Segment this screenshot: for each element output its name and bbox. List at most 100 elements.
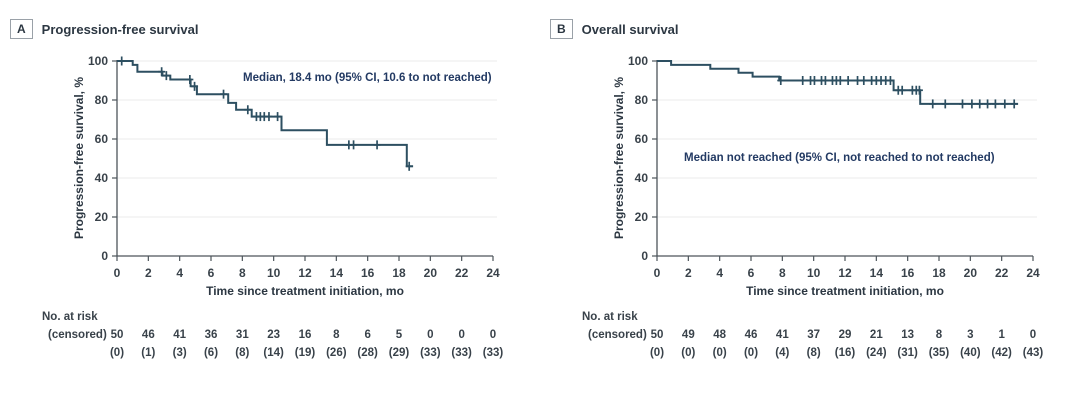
at-risk-count: 46	[141, 329, 155, 341]
censored-count: (33)	[451, 347, 472, 359]
censored-count: (24)	[866, 347, 887, 359]
at-risk-count: 50	[110, 329, 124, 341]
censored-count: (16)	[834, 347, 856, 359]
x-tick-label: 8	[779, 266, 786, 280]
at-risk-count: 5	[395, 329, 403, 341]
y-tick-label: 100	[88, 54, 108, 68]
at-risk-count: 29	[838, 329, 852, 341]
x-tick-label: 2	[685, 266, 692, 280]
panel-a-title: Progression-free survival	[41, 21, 199, 37]
y-tick-label: 20	[95, 210, 109, 224]
x-tick-label: 0	[114, 266, 121, 280]
censored-count: (33)	[482, 347, 504, 359]
censored-count: (42)	[991, 347, 1012, 359]
y-tick-label: 80	[635, 93, 649, 107]
x-tick-label: 20	[424, 266, 438, 280]
at-risk-count: 0	[489, 329, 497, 341]
x-tick-label: 8	[239, 266, 246, 280]
censored-count: (31)	[897, 347, 918, 359]
censored-count: (0)	[681, 347, 696, 359]
panel-b-no-at-risk-label: No. at risk	[582, 311, 638, 323]
at-risk-count: 0	[427, 329, 434, 341]
x-tick-label: 18	[392, 266, 406, 280]
at-risk-count: 23	[267, 329, 281, 341]
censored-count: (8)	[235, 347, 250, 359]
x-tick-label: 14	[870, 266, 884, 280]
x-tick-label: 22	[995, 266, 1009, 280]
x-tick-label: 12	[838, 266, 852, 280]
censored-count: (14)	[263, 347, 284, 359]
censored-count: (28)	[357, 347, 378, 359]
at-risk-count: 50	[650, 329, 664, 341]
censored-count: (8)	[806, 347, 821, 359]
panel-a-letter-badge: A	[10, 19, 33, 39]
panel-b-censored-label: (censored)	[588, 329, 647, 341]
panel-a-no-at-risk-label: No. at risk	[42, 311, 98, 323]
x-tick-label: 22	[455, 266, 469, 280]
x-tick-label: 6	[208, 266, 215, 280]
panel-a-x-axis-label: Time since treatment initiation, mo	[206, 284, 404, 298]
censored-count: (0)	[712, 347, 727, 359]
panel-a-median-annotation: Median, 18.4 mo (95% CI, 10.6 to not rea…	[243, 72, 492, 84]
at-risk-count: 0	[1029, 329, 1037, 341]
censored-count: (0)	[109, 347, 125, 359]
y-tick-label: 60	[635, 132, 649, 146]
y-tick-label: 40	[95, 171, 109, 185]
panel-b-letter-badge: B	[550, 19, 573, 39]
at-risk-count: 16	[298, 329, 312, 341]
y-tick-label: 0	[101, 249, 108, 263]
censored-count: (19)	[294, 347, 316, 359]
x-tick-label: 24	[486, 266, 500, 280]
x-tick-label: 10	[807, 266, 821, 280]
at-risk-count: 31	[235, 329, 249, 341]
y-tick-label: 20	[635, 210, 649, 224]
at-risk-count: 36	[204, 329, 218, 341]
y-tick-label: 0	[641, 249, 648, 263]
censored-count: (4)	[775, 347, 790, 359]
at-risk-count: 48	[713, 329, 727, 341]
panel-a-censored-label: (censored)	[48, 329, 107, 341]
panel-b-title: Overall survival	[581, 21, 679, 37]
panel-b-x-axis-label: Time since treatment initiation, mo	[746, 284, 944, 298]
x-tick-label: 2	[145, 266, 152, 280]
at-risk-count: 6	[364, 329, 371, 341]
at-risk-count: 3	[967, 329, 974, 341]
panel-a-header: A Progression-free survival	[10, 19, 198, 39]
panel-overall-survival: B Overall survival Progression-free surv…	[540, 0, 1080, 400]
censored-count: (3)	[172, 347, 187, 359]
x-tick-label: 16	[361, 266, 375, 280]
x-tick-label: 16	[901, 266, 915, 280]
at-risk-count: 0	[458, 329, 465, 341]
censored-count: (33)	[420, 347, 441, 359]
y-tick-label: 60	[95, 132, 109, 146]
y-tick-label: 100	[628, 54, 648, 68]
x-tick-label: 18	[932, 266, 946, 280]
x-tick-label: 20	[964, 266, 978, 280]
y-tick-label: 40	[635, 171, 649, 185]
at-risk-count: 37	[807, 329, 821, 341]
kaplan-meier-curve	[657, 60, 1019, 105]
x-tick-label: 24	[1026, 266, 1040, 280]
x-tick-label: 10	[267, 266, 281, 280]
x-tick-label: 4	[716, 266, 723, 280]
x-tick-label: 14	[330, 266, 344, 280]
at-risk-count: 1	[998, 329, 1005, 341]
censored-count: (0)	[649, 347, 665, 359]
x-tick-label: 6	[748, 266, 755, 280]
censored-count: (29)	[388, 347, 410, 359]
censored-count: (6)	[203, 347, 219, 359]
panel-b-header: B Overall survival	[550, 19, 679, 39]
censored-count: (43)	[1022, 347, 1044, 359]
at-risk-count: 8	[333, 329, 340, 341]
censored-count: (0)	[743, 347, 759, 359]
kaplan-meier-curve	[117, 60, 414, 168]
at-risk-count: 13	[901, 329, 915, 341]
panel-progression-free-survival: A Progression-free survival Progression-…	[10, 19, 504, 359]
at-risk-count: 46	[744, 329, 758, 341]
censored-count: (35)	[928, 347, 950, 359]
at-risk-count: 49	[681, 329, 695, 341]
x-tick-label: 12	[298, 266, 312, 280]
